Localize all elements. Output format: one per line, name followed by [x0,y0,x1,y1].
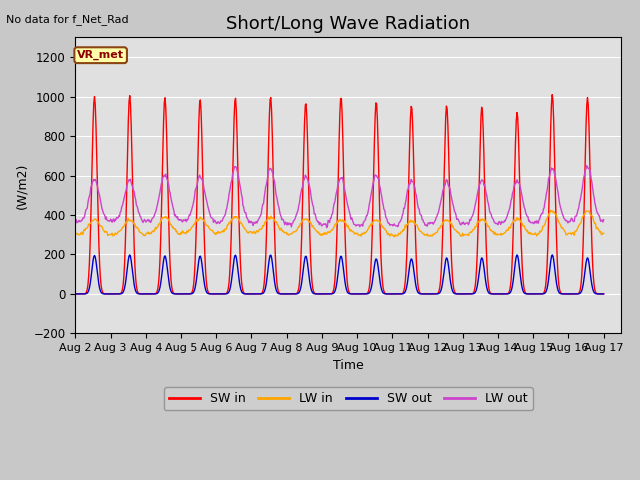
LW in [136,229,143,235]
Legend: SW in, LW in, SW out, LW out: SW in, LW in, SW out, LW out [164,387,533,410]
SW out [600,291,607,297]
SW in [548,92,556,97]
SW in [189,286,196,292]
SW in [600,291,607,297]
LW out [420,219,428,225]
LW in [420,231,428,237]
SW out [404,279,412,285]
LW out [323,225,330,230]
LW out [583,163,591,168]
SW out [419,291,427,297]
Title: Short/Long Wave Radiation: Short/Long Wave Radiation [227,15,470,33]
LW in [390,234,398,240]
LW in [547,208,555,214]
SW in [81,291,89,297]
SW in [419,291,427,297]
LW out [81,212,89,217]
LW in [217,229,225,235]
Text: No data for f_Net_Rad: No data for f_Net_Rad [6,14,129,25]
LW in [81,228,89,233]
Line: SW out: SW out [76,255,604,294]
Line: SW in: SW in [76,95,604,294]
X-axis label: Time: Time [333,359,364,372]
LW in [189,223,196,229]
Y-axis label: (W/m2): (W/m2) [15,162,28,209]
SW out [217,291,225,297]
LW out [136,210,143,216]
LW out [189,202,196,208]
LW out [217,218,225,224]
SW in [217,291,225,297]
Line: LW out: LW out [76,166,604,228]
LW in [600,230,607,236]
LW in [404,220,412,226]
LW in [72,230,79,236]
SW out [72,291,79,297]
LW out [600,217,607,223]
SW out [548,252,556,258]
SW in [72,291,79,297]
SW in [404,229,412,235]
SW out [81,291,89,297]
Line: LW in: LW in [76,211,604,237]
SW out [136,291,143,297]
Text: VR_met: VR_met [77,50,124,60]
LW out [72,218,79,224]
LW out [404,187,412,192]
SW in [136,291,143,297]
SW out [189,290,196,296]
